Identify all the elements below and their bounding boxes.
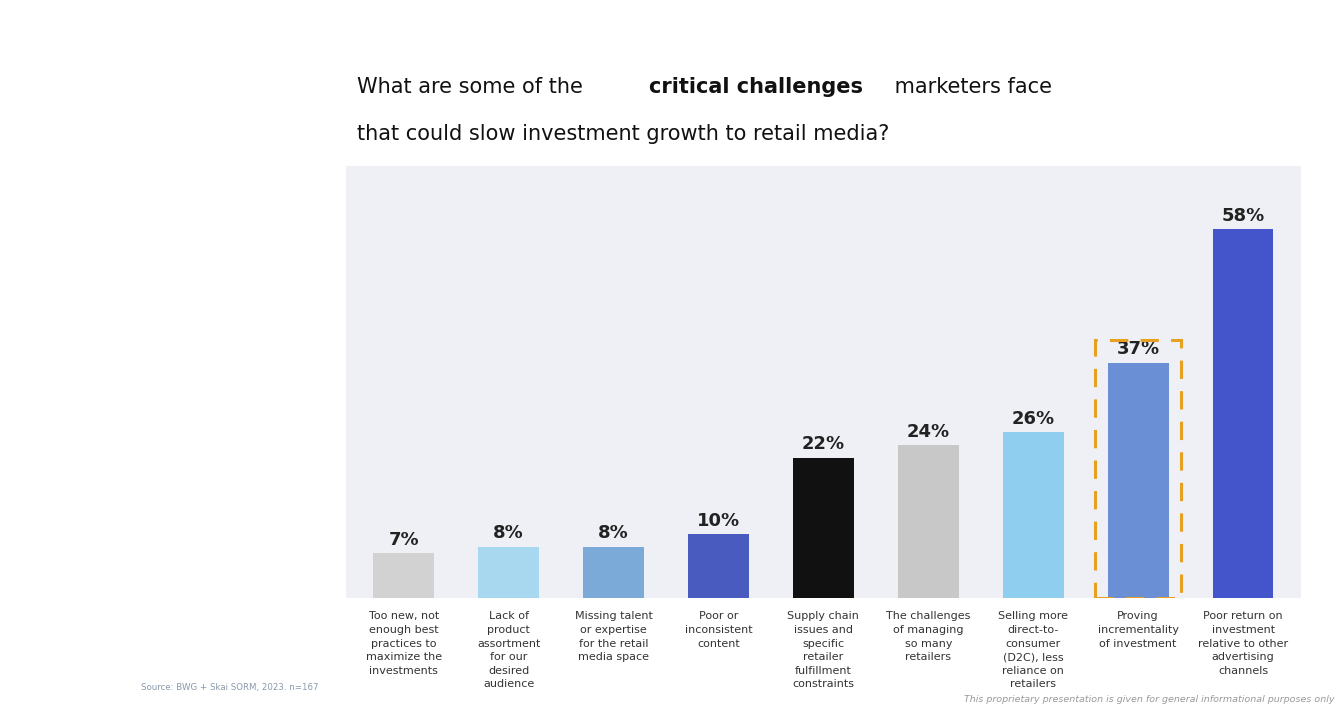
- Text: skai: skai: [40, 644, 115, 678]
- Bar: [1212, 229, 1274, 598]
- Text: 26%: 26%: [1011, 410, 1055, 428]
- Bar: [1108, 363, 1168, 598]
- Text: Source: BWG + Skai SORM, 2023. n=167: Source: BWG + Skai SORM, 2023. n=167: [141, 683, 318, 692]
- Bar: [898, 445, 959, 598]
- Text: critical challenges: critical challenges: [649, 77, 864, 97]
- Text: 22%: 22%: [802, 436, 845, 454]
- Text: This proprietary presentation is given for general informational purposes only: This proprietary presentation is given f…: [964, 696, 1334, 704]
- Bar: [1003, 433, 1063, 598]
- Text: Proving
incrementality is
a top challenge
inhibiting
retail media
investment
gro: Proving incrementality is a top challeng…: [40, 193, 260, 441]
- Text: 37%: 37%: [1117, 340, 1160, 358]
- Text: 58%: 58%: [1222, 207, 1265, 225]
- Text: 8%: 8%: [598, 524, 629, 542]
- Bar: [1096, 341, 1181, 598]
- Text: What are some of the: What are some of the: [357, 77, 589, 97]
- Text: 24%: 24%: [907, 423, 949, 441]
- Bar: [373, 553, 434, 598]
- Text: 10%: 10%: [697, 512, 740, 530]
- Text: 7%: 7%: [389, 531, 418, 549]
- Text: 8%: 8%: [493, 524, 524, 542]
- Bar: [688, 534, 748, 598]
- Text: marketers face: marketers face: [888, 77, 1051, 97]
- Bar: [793, 458, 854, 598]
- Text: that could slow investment growth to retail media?: that could slow investment growth to ret…: [357, 124, 889, 144]
- Bar: [583, 546, 644, 598]
- Bar: [479, 546, 539, 598]
